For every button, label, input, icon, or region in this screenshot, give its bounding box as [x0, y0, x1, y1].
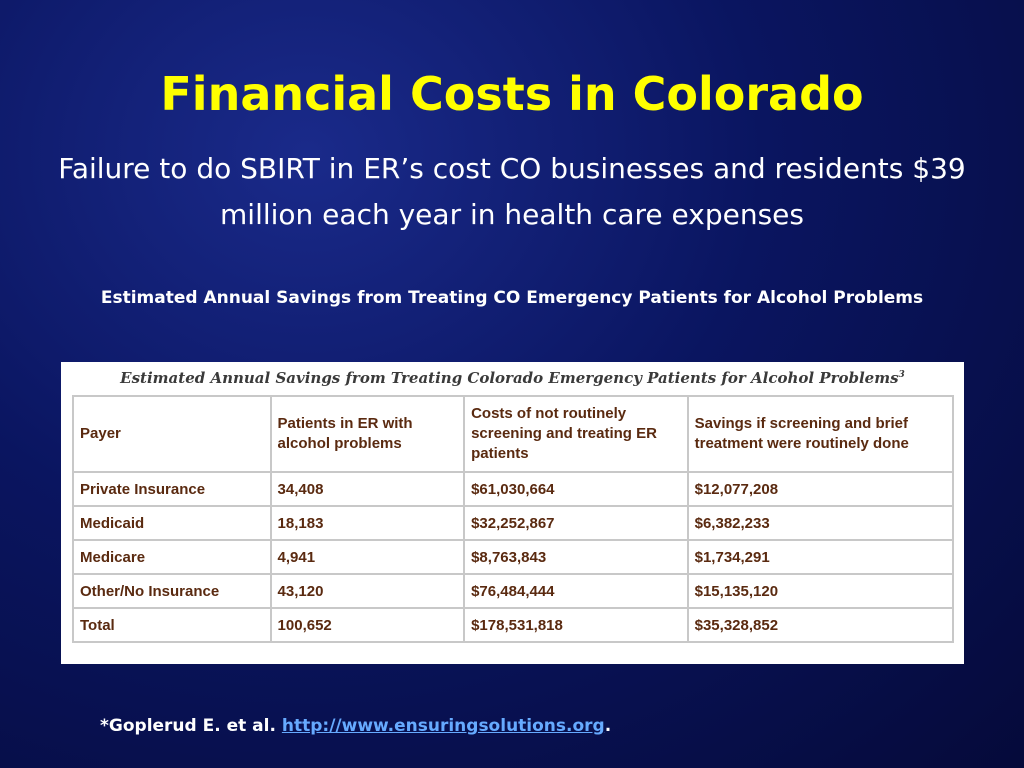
cell-patients: 34,408 — [269, 471, 466, 507]
table-row-total: Total 100,652 $178,531,818 $35,328,852 — [72, 607, 955, 643]
cell-costs: $8,763,843 — [463, 539, 689, 575]
footnote-citation: *Goplerud E. et al. — [100, 716, 276, 736]
footnote-trailing: . — [604, 716, 612, 736]
slide-title: Financial Costs in Colorado — [160, 67, 864, 121]
table-image-panel: Estimated Annual Savings from Treating C… — [61, 362, 964, 664]
cell-payer: Other/No Insurance — [72, 573, 272, 609]
cell-patients: 18,183 — [269, 505, 466, 541]
cell-payer: Medicare — [72, 539, 272, 575]
cell-savings: $12,077,208 — [686, 471, 955, 507]
cell-costs: $32,252,867 — [463, 505, 689, 541]
cell-costs: $76,484,444 — [463, 573, 689, 609]
footnote-link[interactable]: http://www.ensuringsolutions.org — [281, 716, 605, 736]
savings-table: Payer Patients in ER with alcohol proble… — [72, 395, 955, 643]
header-payer: Payer — [72, 395, 272, 473]
table-panel-title-text: Estimated Annual Savings from Treating C… — [120, 369, 899, 387]
table-row: Medicare 4,941 $8,763,843 $1,734,291 — [72, 539, 955, 575]
header-patients: Patients in ER with alcohol problems — [269, 395, 466, 473]
cell-payer: Total — [72, 607, 272, 643]
cell-costs: $61,030,664 — [463, 471, 689, 507]
footnote: *Goplerud E. et al. http://www.ensurings… — [100, 716, 611, 736]
cell-savings: $1,734,291 — [686, 539, 955, 575]
slide-subtitle: Failure to do SBIRT in ER’s cost CO busi… — [58, 152, 966, 231]
header-costs: Costs of not routinely screening and tre… — [463, 395, 689, 473]
table-caption: Estimated Annual Savings from Treating C… — [100, 288, 924, 308]
table-panel-title-superscript: 3 — [898, 370, 905, 380]
cell-savings: $6,382,233 — [686, 505, 955, 541]
cell-patients: 43,120 — [269, 573, 466, 609]
cell-savings: $35,328,852 — [686, 607, 955, 643]
cell-costs: $178,531,818 — [463, 607, 689, 643]
table-panel-title: Estimated Annual Savings from Treating C… — [61, 369, 964, 387]
cell-payer: Medicaid — [72, 505, 272, 541]
cell-savings: $15,135,120 — [686, 573, 955, 609]
cell-patients: 4,941 — [269, 539, 466, 575]
table-row: Medicaid 18,183 $32,252,867 $6,382,233 — [72, 505, 955, 541]
table-row: Private Insurance 34,408 $61,030,664 $12… — [72, 471, 955, 507]
cell-payer: Private Insurance — [72, 471, 272, 507]
table-header-row: Payer Patients in ER with alcohol proble… — [72, 395, 955, 473]
cell-patients: 100,652 — [269, 607, 466, 643]
table-row: Other/No Insurance 43,120 $76,484,444 $1… — [72, 573, 955, 609]
header-savings: Savings if screening and brief treatment… — [686, 395, 955, 473]
